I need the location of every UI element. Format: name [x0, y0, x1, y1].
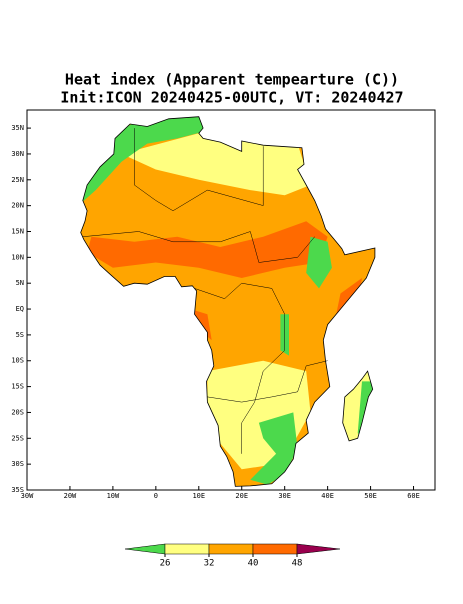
- title: Heat index (Apparent tempearture (C)): [65, 71, 399, 89]
- border: [134, 128, 264, 212]
- heat-region: [336, 278, 362, 315]
- y-tick-label: 30S: [11, 460, 24, 468]
- x-tick-label: 30W: [21, 492, 34, 500]
- y-tick-label: 25S: [11, 434, 24, 442]
- x-tick-label: 0: [154, 492, 158, 500]
- border: [194, 282, 285, 454]
- x-tick-label: 20W: [64, 492, 77, 500]
- coastline: [80, 116, 376, 487]
- x-tick-label: 30E: [278, 492, 291, 500]
- y-tick-label: 25N: [11, 176, 24, 184]
- y-tick-label: 5N: [16, 279, 24, 287]
- x-tick-label: 20E: [235, 492, 248, 500]
- x-tick-label: 10W: [107, 492, 120, 500]
- heat-region: [80, 116, 208, 206]
- y-tick-label: 10N: [11, 253, 24, 261]
- y-tick-label: 30N: [11, 150, 24, 158]
- y-tick-label: 20N: [11, 202, 24, 210]
- y-tick-label: 10S: [11, 357, 24, 365]
- colorbar-label: 26: [160, 559, 171, 569]
- y-tick-label: 15N: [11, 227, 24, 235]
- y-tick-label: 15S: [11, 383, 24, 391]
- subtitle: Init:ICON 20240425-00UTC, VT: 20240427: [60, 89, 403, 107]
- heat-region: [306, 236, 332, 289]
- border: [82, 231, 315, 263]
- colorbar-low: [124, 543, 166, 555]
- colorbar-label: 48: [292, 559, 303, 569]
- colorbar-bin: [164, 543, 210, 555]
- x-tick-label: 40E: [321, 492, 334, 500]
- y-tick-label: EQ: [16, 305, 24, 313]
- axis-ticks: 35N 30N 25N 20N 15N 10N 5N EQ 5S 10S 15S 20S 25S 30S 3…: [11, 124, 420, 500]
- x-tick-label: 10E: [192, 492, 205, 500]
- colorbar-high: [296, 543, 341, 555]
- y-tick-label: 35N: [11, 124, 24, 132]
- heat-region: [87, 221, 328, 278]
- x-tick-label: 50E: [364, 492, 377, 500]
- border: [207, 360, 328, 403]
- y-tick-label: 35S: [11, 486, 24, 494]
- y-tick-label: 5S: [16, 331, 24, 339]
- colorbar-label: 32: [204, 559, 215, 569]
- y-tick-label: 20S: [11, 408, 24, 416]
- colorbar-bin: [252, 543, 298, 555]
- colorbar-bin: [208, 543, 254, 555]
- colorbar-label: 40: [248, 559, 259, 569]
- heat-region: [250, 412, 298, 485]
- x-tick-label: 60E: [407, 492, 420, 500]
- colorbar: 26 32 40 48: [124, 543, 341, 569]
